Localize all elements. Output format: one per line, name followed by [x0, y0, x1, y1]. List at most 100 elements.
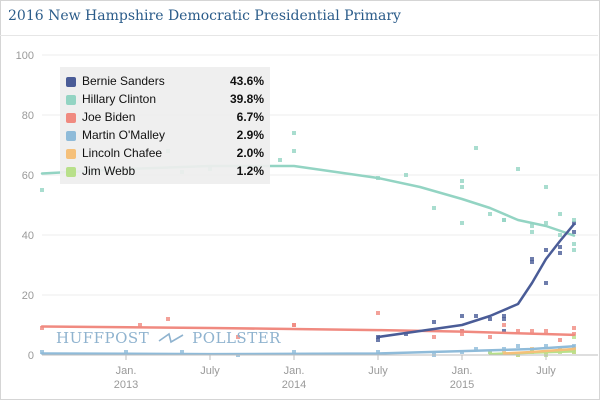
poll-point [502, 218, 506, 222]
legend-entry: Martin O'Malley 2.9% [66, 127, 266, 145]
legend-swatch [66, 131, 76, 141]
poll-point [460, 314, 464, 318]
poll-point [488, 317, 492, 321]
poll-point [376, 338, 380, 342]
legend-series-value: 39.8% [229, 92, 264, 106]
poll-point [474, 347, 478, 351]
poll-point [558, 212, 562, 216]
legend-series-value: 2.0% [236, 146, 264, 160]
legend-swatch [66, 77, 76, 87]
legend-entry: Jim Webb 1.2% [66, 163, 266, 181]
legend-series-name: Jim Webb [82, 164, 136, 178]
y-tick-label: 40 [22, 230, 34, 242]
poll-point [544, 248, 548, 252]
title-divider [0, 35, 598, 36]
poll-point [558, 245, 562, 249]
poll-point [124, 350, 128, 354]
legend-swatch [66, 95, 76, 105]
legend-series-name: Hillary Clinton [82, 92, 157, 106]
poll-point [572, 326, 576, 330]
poll-point [530, 224, 534, 228]
poll-point [292, 131, 296, 135]
poll-point [278, 158, 282, 162]
poll-point [544, 185, 548, 189]
x-tick-label: Jan. [116, 365, 137, 377]
poll-point [432, 335, 436, 339]
legend-series-name: Martin O'Malley [82, 128, 165, 142]
poll-point [292, 149, 296, 153]
poll-point [502, 329, 506, 333]
poll-point [516, 344, 520, 348]
poll-point [488, 350, 492, 354]
legend-entry: Joe Biden 6.7% [66, 109, 266, 127]
poll-point [530, 257, 534, 261]
watermark-left: HUFFPOST [56, 329, 150, 347]
x-tick-year-label: 2014 [282, 379, 306, 391]
poll-point [404, 173, 408, 177]
poll-point [488, 212, 492, 216]
x-tick-year-label: 2013 [114, 379, 138, 391]
trend-line [376, 222, 576, 339]
poll-point [502, 317, 506, 321]
poll-point [502, 323, 506, 327]
chart-legend: Bernie Sanders 43.6% Hillary Clinton 39.8% J… [60, 67, 270, 184]
poll-point [40, 188, 44, 192]
poll-point [460, 221, 464, 225]
legend-entry: Lincoln Chafee 2.0% [66, 145, 266, 163]
poll-point [166, 317, 170, 321]
trend-layer [40, 164, 576, 356]
watermark-right: POLLSTER [192, 329, 281, 347]
poll-point [558, 251, 562, 255]
chart-title: 2016 New Hampshire Democratic Presidenti… [8, 8, 401, 24]
poll-point [376, 350, 380, 354]
legend-series-name: Joe Biden [82, 110, 136, 124]
poll-point [460, 332, 464, 336]
poll-point [460, 179, 464, 183]
logo-mark-icon [158, 332, 184, 344]
poll-point [474, 314, 478, 318]
legend-series-value: 2.9% [236, 128, 264, 142]
legend-swatch [66, 167, 76, 177]
y-tick-label: 60 [22, 170, 34, 182]
trend-line [40, 345, 576, 356]
poll-point [572, 248, 576, 252]
poll-point [460, 185, 464, 189]
x-tick-label: Jan. [452, 365, 473, 377]
poll-point [292, 350, 296, 354]
poll-point [558, 233, 562, 237]
legend-series-value: 1.2% [236, 164, 264, 178]
x-tick-label: July [200, 365, 220, 377]
poll-point [488, 335, 492, 339]
legend-swatch [66, 149, 76, 159]
poll-point [572, 218, 576, 222]
legend-swatch [66, 113, 76, 123]
poll-point [530, 260, 534, 264]
poll-point [502, 314, 506, 318]
poll-point [292, 323, 296, 327]
poll-point [530, 230, 534, 234]
poll-point [236, 335, 240, 339]
x-tick-label: July [536, 365, 556, 377]
poll-point [572, 242, 576, 246]
poll-point [474, 146, 478, 150]
x-tick-label: Jan. [284, 365, 305, 377]
y-tick-label: 100 [16, 50, 34, 62]
legend-series-value: 43.6% [229, 74, 264, 88]
poll-point [558, 338, 562, 342]
x-tick-label: July [368, 365, 388, 377]
legend-series-value: 6.7% [236, 110, 264, 124]
legend-entry: Hillary Clinton 39.8% [66, 91, 266, 109]
y-tick-label: 0 [28, 350, 34, 362]
y-tick-label: 80 [22, 110, 34, 122]
poll-point [572, 335, 576, 339]
poll-point [432, 206, 436, 210]
poll-point [544, 281, 548, 285]
trend-line [40, 325, 576, 337]
poll-point [516, 329, 520, 333]
huffpost-pollster-logo: HUFFPOST POLLSTER [56, 329, 281, 349]
trend-line [502, 347, 576, 355]
poll-point [516, 167, 520, 171]
legend-entry: Bernie Sanders 43.6% [66, 73, 266, 91]
axis-layer: 0 20 40 60 80 100 Jan. 2013 July Jan. 2014 July Jan.… [16, 50, 598, 391]
x-tick-year-label: 2015 [450, 379, 474, 391]
